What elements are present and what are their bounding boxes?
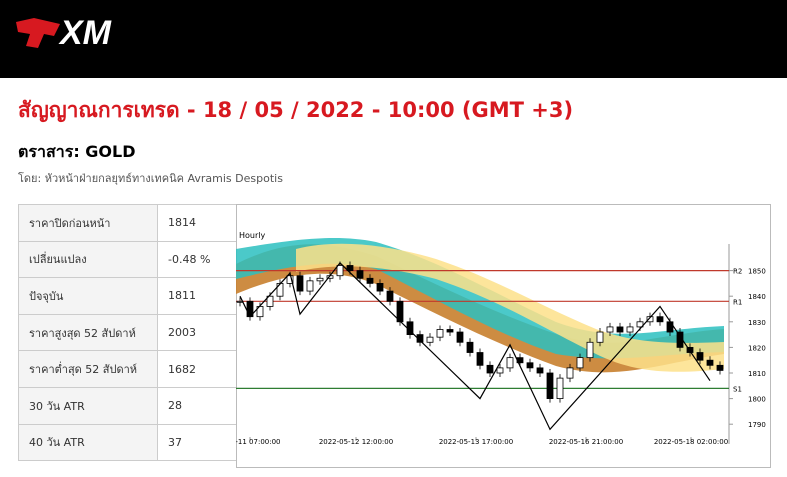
table-row: ราคาสูงสุด 52 สัปดาห์ 2003 — [18, 313, 237, 352]
label-cell: ราคาปิดก่อนหน้า — [18, 204, 158, 242]
value-cell: -0.48 % — [157, 240, 237, 279]
y-tick-label: 1830 — [748, 319, 766, 327]
table-row: เปลี่ยนแปลง -0.48 % — [18, 240, 237, 279]
candle — [376, 283, 384, 292]
candle — [266, 295, 274, 307]
value-cell: 37 — [157, 423, 237, 462]
candle — [536, 367, 544, 374]
label-cell: เปลี่ยนแปลง — [18, 240, 158, 279]
candle — [526, 362, 534, 369]
x-tick-label: 2022-05-18 02:00:00 — [654, 438, 728, 446]
x-tick-label: 2022-05-12 12:00:00 — [319, 438, 393, 446]
table-row: 40 วัน ATR 37 — [18, 423, 237, 462]
table-row: ราคาต่ำสุด 52 สัปดาห์ 1682 — [18, 350, 237, 388]
candle — [466, 341, 474, 353]
y-tick-label: 1840 — [748, 293, 766, 301]
candle — [356, 270, 364, 279]
candle — [586, 341, 594, 359]
y-tick-label: 1810 — [748, 370, 766, 378]
candle — [576, 357, 584, 369]
candle — [636, 321, 644, 328]
title: สัญญาณการเทรด - 18 / 05 / 2022 - 10:00 (… — [18, 98, 574, 122]
table-row: 30 วัน ATR 28 — [18, 386, 237, 425]
candle — [566, 367, 574, 379]
candle — [366, 277, 374, 284]
candle — [606, 326, 614, 333]
y-tick-label: 1790 — [748, 421, 766, 429]
level-label: R1 — [733, 298, 742, 306]
candle — [546, 372, 554, 400]
candle — [426, 336, 434, 343]
candle — [386, 290, 394, 302]
value-cell: 1814 — [157, 204, 237, 242]
x-tick-label: 2022-05-16 21:00:00 — [549, 438, 623, 446]
header: XM — [0, 0, 787, 78]
y-tick-label: 1850 — [748, 268, 766, 276]
label-cell: 40 วัน ATR — [18, 423, 158, 462]
candle — [626, 326, 634, 333]
label-cell: ราคาสูงสุด 52 สัปดาห์ — [18, 313, 158, 352]
candle — [496, 367, 504, 374]
candle — [656, 316, 664, 323]
candle — [706, 359, 714, 366]
y-tick-label: 1820 — [748, 344, 766, 352]
logo: XM — [60, 14, 111, 52]
candle — [346, 265, 354, 271]
candle — [696, 352, 704, 361]
candle — [416, 334, 424, 343]
label-cell: 30 วัน ATR — [18, 386, 158, 425]
candle — [486, 364, 494, 374]
level-label: S1 — [733, 385, 742, 393]
label-cell: ราคาต่ำสุด 52 สัปดาห์ — [18, 350, 158, 388]
candle — [506, 357, 514, 369]
table-row: ราคาปิดก่อนหน้า 1814 — [18, 204, 237, 242]
x-tick-label: 2022-05-13 17:00:00 — [439, 438, 513, 446]
candle — [596, 331, 604, 343]
chart-title: Hourly — [239, 231, 265, 240]
candle — [286, 275, 294, 284]
value-cell: 2003 — [157, 313, 237, 352]
candle — [296, 275, 304, 292]
candle — [456, 331, 464, 343]
y-tick-label: 1800 — [748, 396, 766, 404]
candle — [616, 326, 624, 333]
author: โดย: หัวหน้าฝ่ายกลยุทธ์ทางเทคนิค Avramis… — [18, 172, 283, 185]
candle — [446, 329, 454, 333]
instrument: ตราสาร: GOLD — [18, 142, 136, 161]
value-cell: 28 — [157, 386, 237, 425]
stats-table: ราคาปิดก่อนหน้า 1814 เปลี่ยนแปลง -0.48 % ปัจ… — [18, 204, 237, 462]
candle — [306, 280, 314, 292]
candle — [316, 277, 324, 282]
candle — [436, 329, 444, 338]
chart: Hourly 1790 1800 1810 1820 1830 1840 1850 R2 R1 S1… — [236, 204, 771, 468]
value-cell: 1682 — [157, 350, 237, 388]
candle — [476, 352, 484, 366]
candle — [336, 265, 344, 277]
zigzag-line — [239, 262, 711, 431]
candle — [556, 377, 564, 399]
label-cell: ปัจจุบัน — [18, 277, 158, 315]
value-cell: 1811 — [157, 277, 237, 315]
candle — [646, 316, 654, 323]
logo-mark — [16, 18, 60, 48]
table-row: ปัจจุบัน 1811 — [18, 277, 237, 315]
candle — [716, 364, 724, 371]
level-label: R2 — [733, 268, 742, 276]
x-tick-label: 2-05-11 07:00:00 — [236, 438, 280, 446]
candle — [276, 283, 284, 297]
